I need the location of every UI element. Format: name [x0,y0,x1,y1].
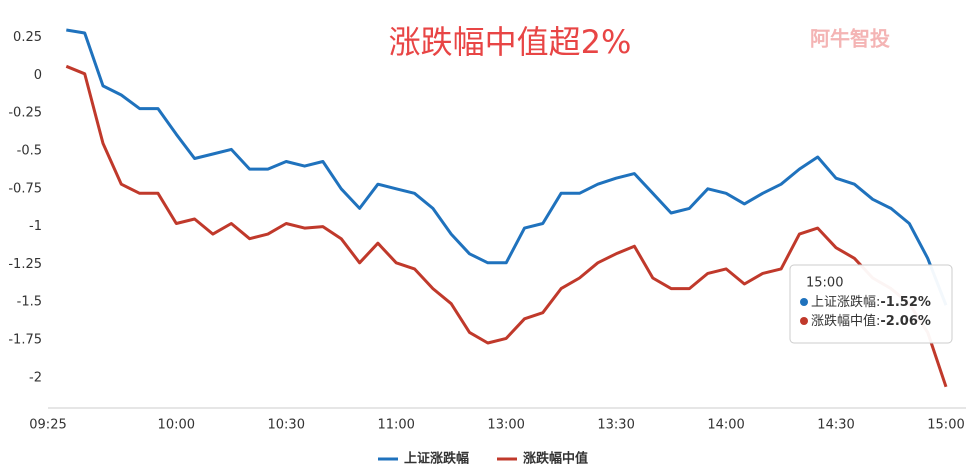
x-tick-label: 10:30 [268,418,305,433]
series-name: 涨跌幅中值 [811,313,876,329]
series-line [66,28,948,306]
y-tick-label: -0.5 [17,143,42,158]
tooltip-dot [800,298,808,306]
separator: : [876,295,880,310]
series-line [65,64,948,388]
tooltip-box [789,264,953,344]
chart-title: 涨跌幅中值超2% [389,23,632,61]
x-tick-label: 13:00 [487,418,524,433]
y-tick-label: -0.75 [8,181,42,196]
legend-label: 上证涨跌幅 [404,451,469,467]
legend-label: 涨跌幅中值 [522,451,588,467]
x-tick-label: 11:00 [377,418,414,433]
y-tick-label: -1.5 [17,295,42,310]
y-tick-label: -1.75 [8,332,42,347]
x-tick-label: 15:00 [927,418,964,433]
tooltip-value: -2.06% [880,314,931,329]
x-tick-label: 14:30 [817,418,854,433]
tooltip-dot [800,317,808,325]
y-tick-label: -1.25 [8,257,42,272]
tooltip-title: 15:00 [806,276,843,291]
y-tick-label: -0.25 [8,106,42,121]
series-name: 上证涨跌幅 [811,294,876,310]
tooltip-value: -1.52% [880,295,931,310]
separator: : [876,314,880,329]
x-tick-label: 09:25 [29,418,66,433]
y-tick-label: 0.25 [13,30,42,45]
y-tick-label: -1 [29,219,42,234]
watermark: 阿牛智投 [810,27,890,51]
x-tick-label: 13:30 [597,418,634,433]
tooltip-row: 上证涨跌幅:-1.52% [811,294,931,310]
tooltip-row: 涨跌幅中值:-2.06% [811,313,931,329]
y-tick-label: 0 [34,68,42,83]
y-tick-label: -2 [29,370,42,385]
x-tick-label: 10:00 [158,418,195,433]
tooltip: 15:00 上证涨跌幅:-1.52% 涨跌幅中值:-2.06% [789,264,953,344]
x-tick-label: 14:00 [707,418,744,433]
